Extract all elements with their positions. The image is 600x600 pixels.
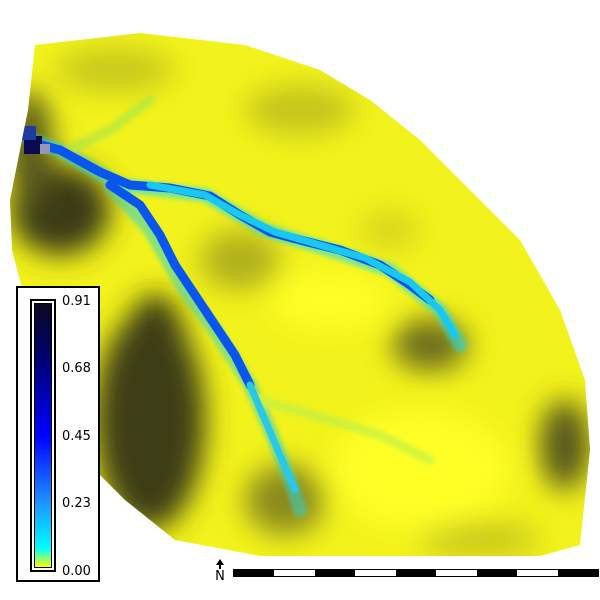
scale-bar-segment bbox=[436, 570, 477, 576]
legend-label-4: 0.23 bbox=[62, 496, 91, 511]
legend-label-3: 0.45 bbox=[62, 429, 91, 444]
scale-bar-segment bbox=[355, 570, 396, 576]
scale-bar-segment bbox=[517, 570, 558, 576]
legend-color-ramp-frame bbox=[30, 299, 56, 572]
scale-bar-segment bbox=[314, 570, 356, 576]
legend-label-min: 0.00 bbox=[62, 564, 91, 579]
legend-label-2: 0.68 bbox=[62, 361, 91, 376]
north-arrow-icon: N bbox=[215, 559, 225, 582]
scale-bar-segment bbox=[234, 570, 275, 576]
legend-label-max: 0.91 bbox=[62, 294, 91, 309]
scale-bar bbox=[233, 569, 599, 577]
scale-bar-segment bbox=[476, 570, 518, 576]
stream-network bbox=[22, 95, 467, 517]
north-label: N bbox=[215, 569, 225, 582]
scale-bar-segment bbox=[274, 570, 315, 576]
stream-branch-channel bbox=[105, 180, 255, 390]
legend-color-ramp bbox=[34, 303, 52, 568]
scale-bar-segment bbox=[557, 570, 598, 576]
legend: 0.91 0.68 0.45 0.23 0.00 bbox=[16, 286, 100, 582]
scale-bar-segment bbox=[395, 570, 437, 576]
